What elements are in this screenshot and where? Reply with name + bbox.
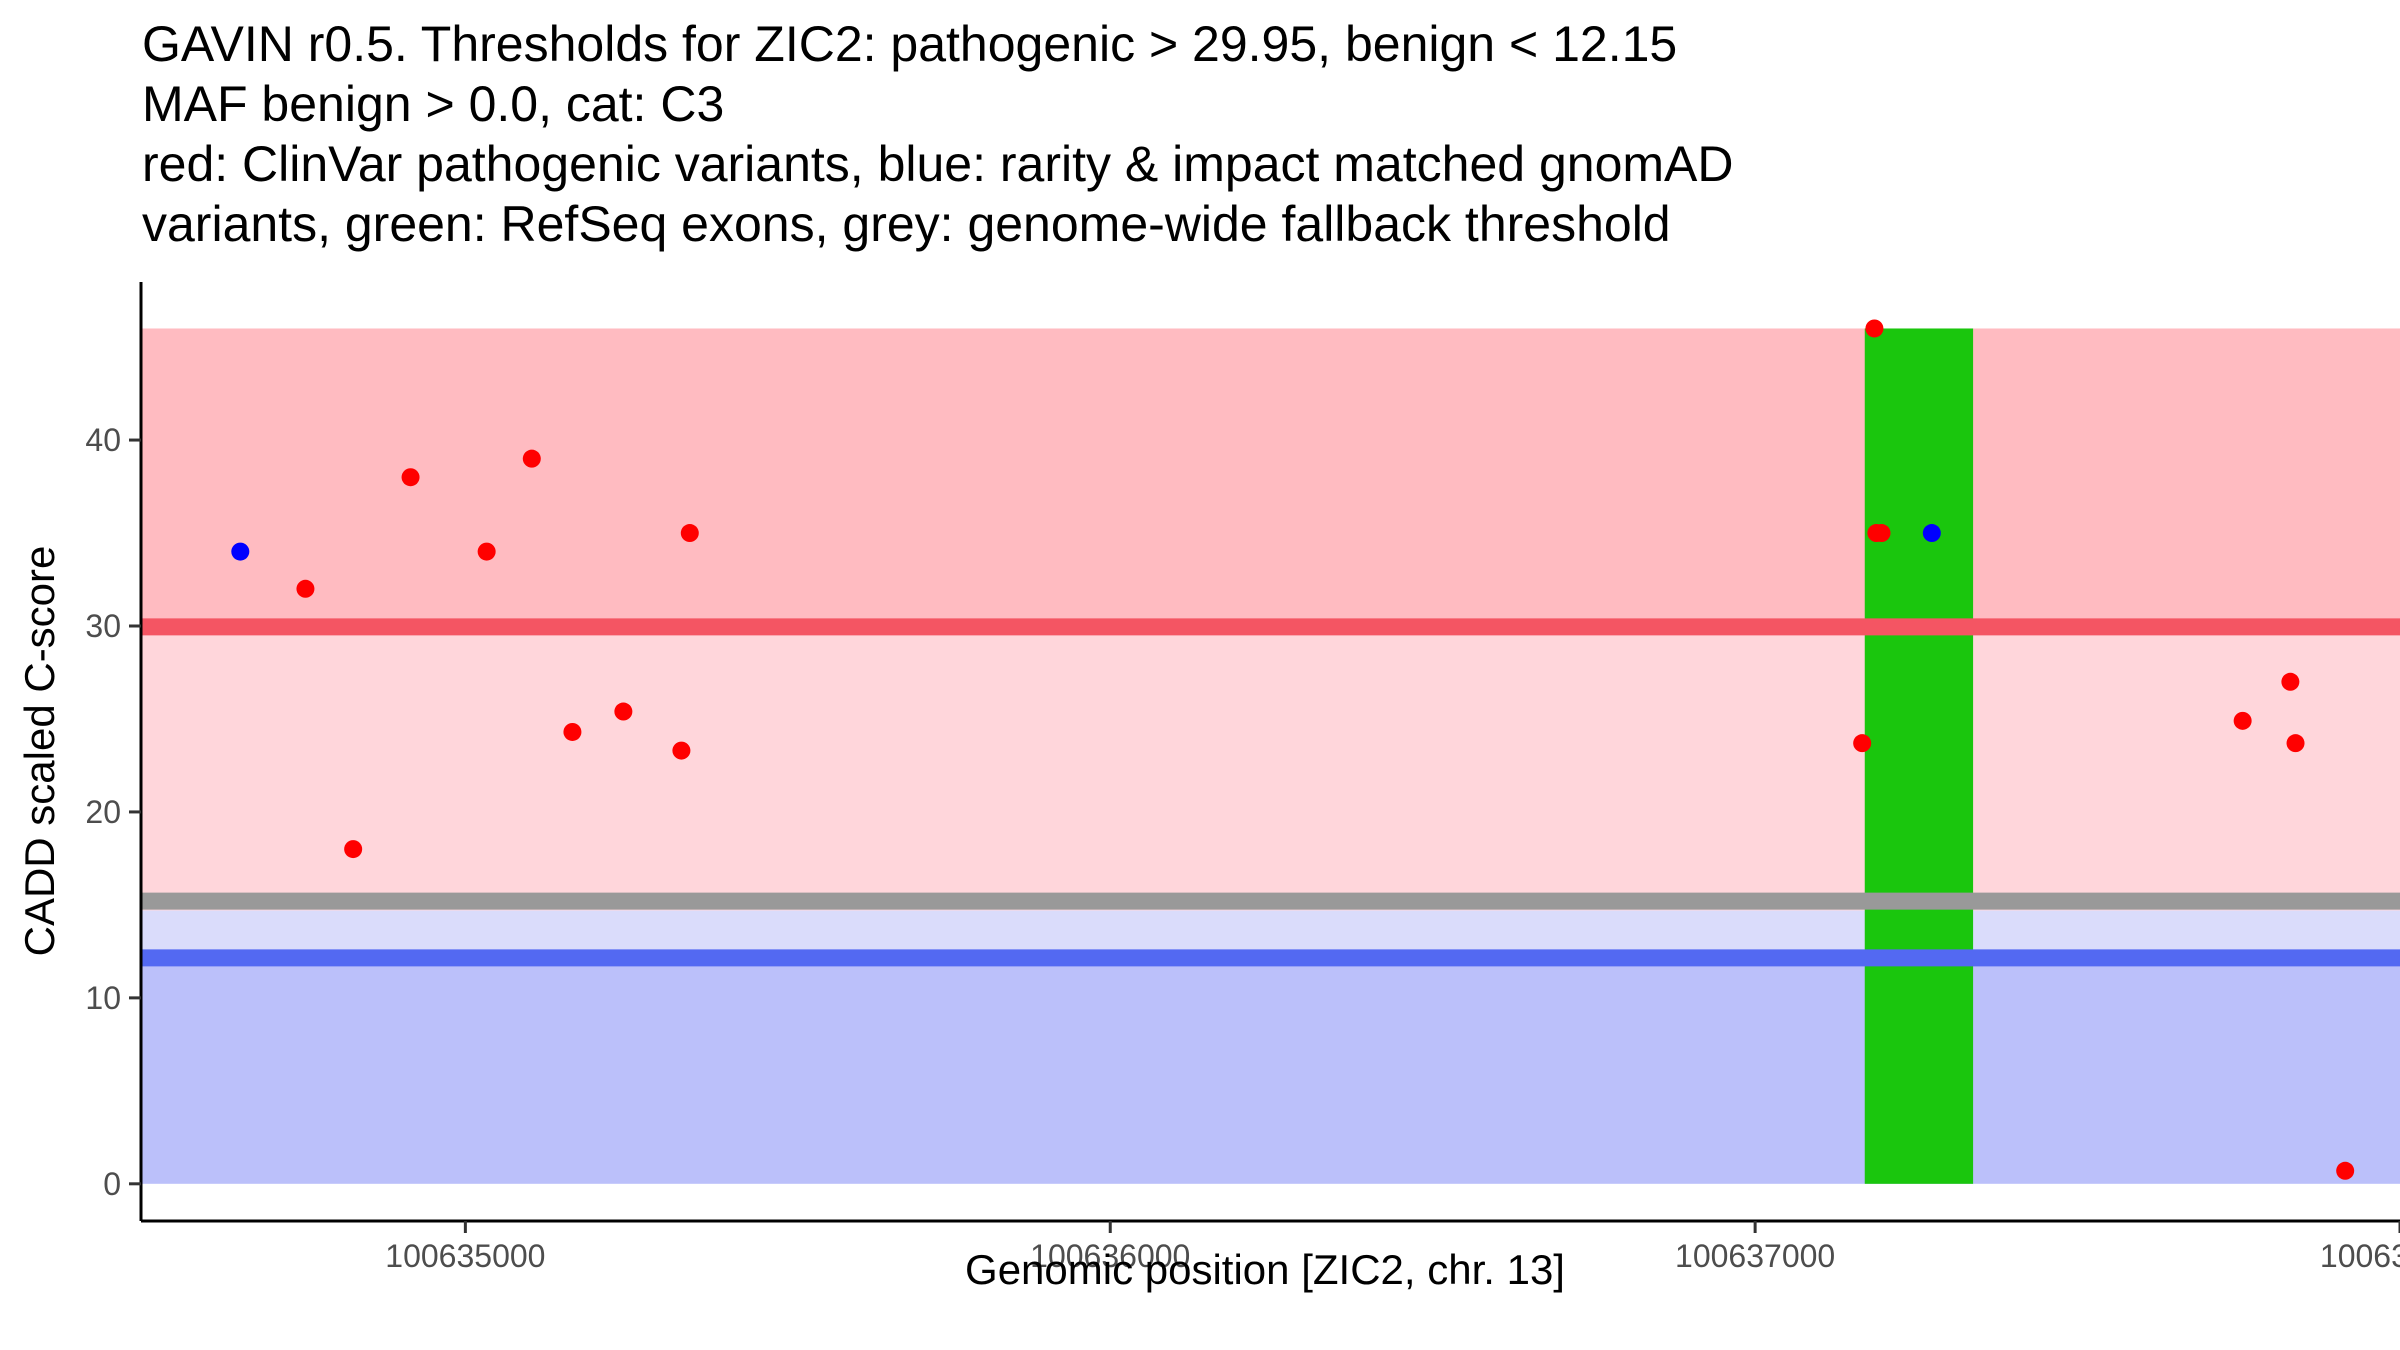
gnomad-point-2 bbox=[1922, 524, 1941, 543]
axes bbox=[139, 282, 2400, 1223]
clinvar-point-17 bbox=[2336, 1161, 2355, 1180]
benign-region bbox=[141, 957, 2400, 1184]
axis-ticks: 0 10 20 30 40 100635000 100636000 100637000 1006… bbox=[85, 422, 2400, 1274]
clinvar-point-3 bbox=[401, 468, 420, 487]
chart-title: GAVIN r0.5. Thresholds for ZIC2: pathoge… bbox=[142, 16, 1733, 252]
y-axis-title: CADD scaled C-score bbox=[16, 546, 63, 957]
exon-regions bbox=[1864, 328, 1974, 1184]
y-tick-label-20: 20 bbox=[85, 794, 121, 830]
clinvar-point-9 bbox=[680, 524, 699, 543]
clinvar-point-7 bbox=[614, 702, 633, 721]
clinvar-point-1 bbox=[296, 579, 315, 598]
clinvar-point-8 bbox=[672, 741, 691, 760]
title-line-4: variants, green: RefSeq exons, grey: gen… bbox=[142, 196, 1671, 252]
x-tick-label-100637000: 100637000 bbox=[1675, 1238, 1835, 1274]
clinvar-point-15 bbox=[2281, 672, 2300, 691]
y-tick-label-40: 40 bbox=[85, 422, 121, 458]
y-tick-label-30: 30 bbox=[85, 608, 121, 644]
clinvar-point-13 bbox=[1872, 524, 1891, 543]
y-tick-label-10: 10 bbox=[85, 980, 121, 1016]
title-line-2: MAF benign > 0.0, cat: C3 bbox=[142, 76, 724, 132]
variant-points bbox=[231, 319, 2355, 1180]
gnomad-point-1 bbox=[231, 542, 250, 561]
clinvar-point-5 bbox=[522, 449, 541, 468]
pathogenic-region bbox=[141, 328, 2400, 627]
clinvar-point-10 bbox=[1853, 734, 1872, 753]
title-line-3: red: ClinVar pathogenic variants, blue: … bbox=[142, 136, 1733, 192]
exon-1 bbox=[1864, 328, 1974, 1184]
clinvar-point-14 bbox=[2233, 711, 2252, 730]
title-line-1: GAVIN r0.5. Thresholds for ZIC2: pathoge… bbox=[142, 16, 1677, 72]
clinvar-point-4 bbox=[477, 542, 496, 561]
y-tick-label-0: 0 bbox=[103, 1166, 121, 1202]
x-tick-label-100636000: 100636000 bbox=[1030, 1238, 1190, 1274]
x-axis-title: Genomic position [ZIC2, chr. 13] bbox=[965, 1246, 1565, 1293]
intermediate-region bbox=[141, 626, 2400, 911]
clinvar-point-2 bbox=[344, 840, 363, 859]
threshold-lines bbox=[141, 618, 2400, 967]
x-tick-label-100635000: 100635000 bbox=[385, 1238, 545, 1274]
clinvar-point-16 bbox=[2286, 734, 2305, 753]
clinvar-point-11 bbox=[1865, 319, 1884, 338]
x-tick-label-100638000: 100638000 bbox=[2320, 1238, 2400, 1274]
clinvar-point-6 bbox=[563, 722, 582, 741]
threshold-regions bbox=[141, 328, 2400, 1184]
